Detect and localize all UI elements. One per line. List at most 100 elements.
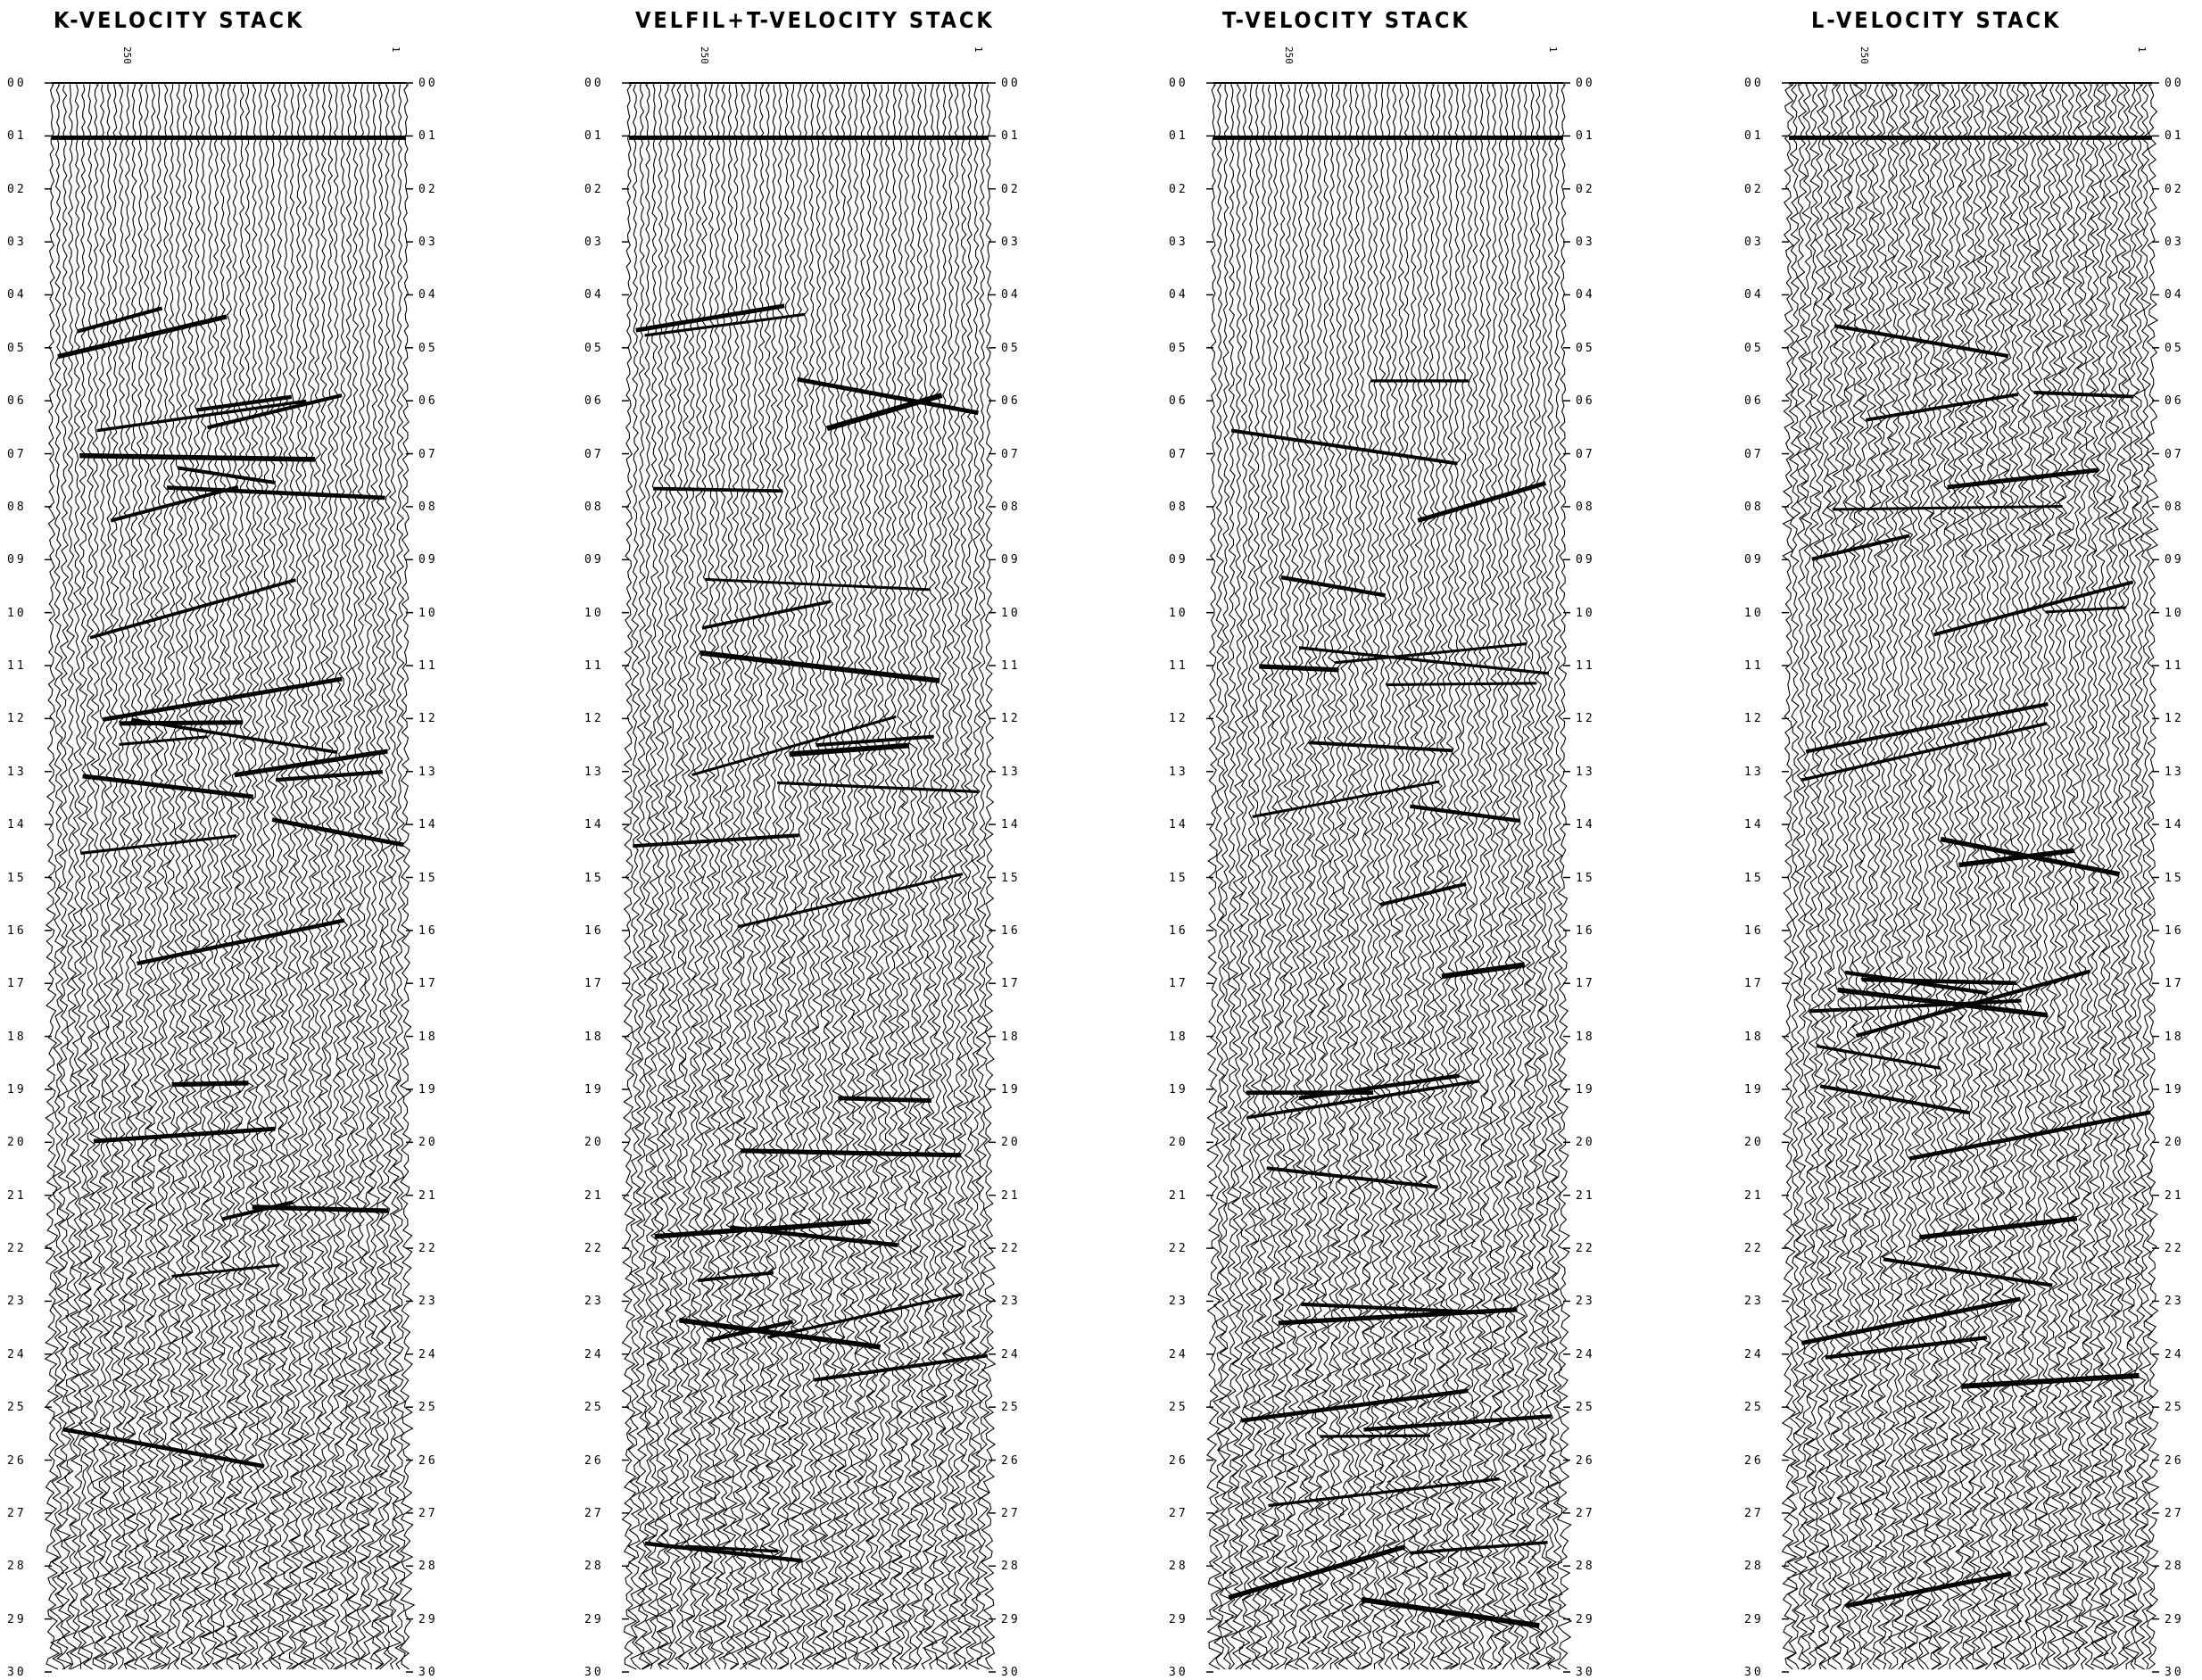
time-label-right: 23 — [1001, 1295, 1021, 1309]
time-label-right: 22 — [418, 1242, 438, 1256]
time-label-left: 24 — [1169, 1347, 1188, 1361]
time-label-right: 04 — [418, 288, 438, 302]
time-label-left: 00 — [584, 77, 604, 90]
time-label-left: 25 — [7, 1401, 27, 1415]
time-label-right: 05 — [2165, 341, 2184, 355]
time-label-left: 01 — [1169, 129, 1188, 144]
reflection-event — [1280, 575, 1387, 598]
reflection-event — [815, 734, 934, 748]
reflection-event — [80, 834, 237, 856]
reflection-event — [1310, 741, 1453, 753]
time-label-right: 22 — [1576, 1242, 1595, 1256]
reflection-event — [1379, 881, 1467, 906]
time-label-right: 00 — [418, 77, 438, 90]
time-label-left: 10 — [7, 606, 27, 620]
time-label-left: 17 — [1169, 977, 1188, 991]
time-label-right: 25 — [1576, 1401, 1595, 1415]
time-label-right: 19 — [2165, 1082, 2184, 1097]
time-label-left: 03 — [1744, 236, 1764, 250]
time-label-right: 01 — [1576, 129, 1595, 144]
time-label-left: 03 — [7, 236, 27, 250]
time-label-right: 02 — [2165, 182, 2184, 196]
time-label-right: 25 — [1001, 1401, 1021, 1415]
reflection-event — [195, 394, 293, 412]
reflection-event — [1811, 534, 1910, 561]
time-label-left: 27 — [584, 1506, 604, 1520]
reflection-event — [1298, 646, 1550, 675]
reflection-event — [1958, 848, 2074, 868]
time-label-right: 08 — [418, 500, 438, 514]
time-label-right: 24 — [2165, 1347, 2184, 1361]
time-label-left: 11 — [7, 659, 27, 674]
time-label-left: 23 — [1169, 1295, 1188, 1309]
time-label-left: 06 — [7, 394, 27, 409]
time-label-left: 14 — [1169, 818, 1188, 832]
time-label-right: 21 — [418, 1188, 438, 1203]
reflection-event — [275, 770, 384, 782]
reflection-event — [1866, 393, 2019, 422]
reflection-event — [814, 1353, 989, 1382]
time-label-right: 14 — [1001, 818, 1021, 832]
time-label-right: 03 — [1576, 236, 1595, 250]
reflection-event — [1834, 324, 2009, 359]
reflection-event — [1410, 1540, 1548, 1555]
time-label-right: 16 — [1576, 923, 1595, 938]
time-label-left: 27 — [7, 1506, 27, 1520]
time-label-right: 00 — [1576, 77, 1595, 90]
time-label-right: 08 — [1576, 500, 1595, 514]
time-label-right: 27 — [1001, 1506, 1021, 1520]
seismic-traces — [44, 84, 416, 1670]
time-label-right: 03 — [2165, 236, 2184, 250]
time-label-left: 24 — [584, 1347, 604, 1361]
time-label-left: 09 — [1169, 553, 1188, 567]
time-label-left: 17 — [1744, 977, 1764, 991]
time-label-right: 08 — [1001, 500, 1021, 514]
reflection-event — [1252, 780, 1440, 818]
time-label-left: 08 — [7, 500, 27, 514]
time-label-left: 07 — [7, 447, 27, 461]
time-label-right: 30 — [1001, 1666, 1021, 1679]
time-label-left: 21 — [1169, 1188, 1188, 1203]
time-label-right: 10 — [2165, 606, 2184, 620]
time-label-left: 03 — [584, 236, 604, 250]
time-label-right: 23 — [2165, 1295, 2184, 1309]
time-label-right: 01 — [2165, 129, 2184, 144]
time-label-left: 08 — [1169, 500, 1188, 514]
time-label-left: 03 — [1169, 236, 1188, 250]
time-label-right: 02 — [418, 182, 438, 196]
time-label-right: 13 — [1576, 765, 1595, 779]
time-label-left: 29 — [584, 1612, 604, 1626]
reflection-event — [103, 676, 343, 722]
time-label-left: 19 — [1169, 1082, 1188, 1097]
time-label-right: 12 — [418, 712, 438, 726]
time-label-left: 06 — [1169, 394, 1188, 409]
reflection-event — [701, 600, 832, 630]
time-label-right: 17 — [418, 977, 438, 991]
reflection-event — [1837, 987, 2048, 1018]
time-label-right: 22 — [1001, 1242, 1021, 1256]
time-label-right: 17 — [2165, 977, 2184, 991]
time-label-left: 05 — [1169, 341, 1188, 355]
time-label-left: 11 — [1744, 659, 1764, 674]
reflection-event — [1266, 1166, 1438, 1189]
time-label-right: 11 — [418, 659, 438, 674]
reflection-event — [1335, 642, 1527, 665]
time-label-right: 11 — [1001, 659, 1021, 674]
reflection-event — [1801, 722, 2048, 782]
time-label-left: 14 — [7, 818, 27, 832]
time-label-right: 06 — [2165, 394, 2184, 409]
time-label-left: 22 — [1169, 1242, 1188, 1256]
time-label-right: 01 — [418, 129, 438, 144]
time-label-right: 10 — [1001, 606, 1021, 620]
time-label-left: 18 — [584, 1030, 604, 1044]
reflection-event — [1819, 1084, 1970, 1115]
time-label-left: 26 — [7, 1453, 27, 1468]
time-label-left: 05 — [7, 341, 27, 355]
time-label-left: 23 — [584, 1295, 604, 1309]
reflection-event — [77, 306, 163, 334]
panel-title: K-VELOCITY STACK — [54, 7, 305, 33]
time-label-left: 19 — [7, 1082, 27, 1097]
time-label-right: 16 — [2165, 923, 2184, 938]
